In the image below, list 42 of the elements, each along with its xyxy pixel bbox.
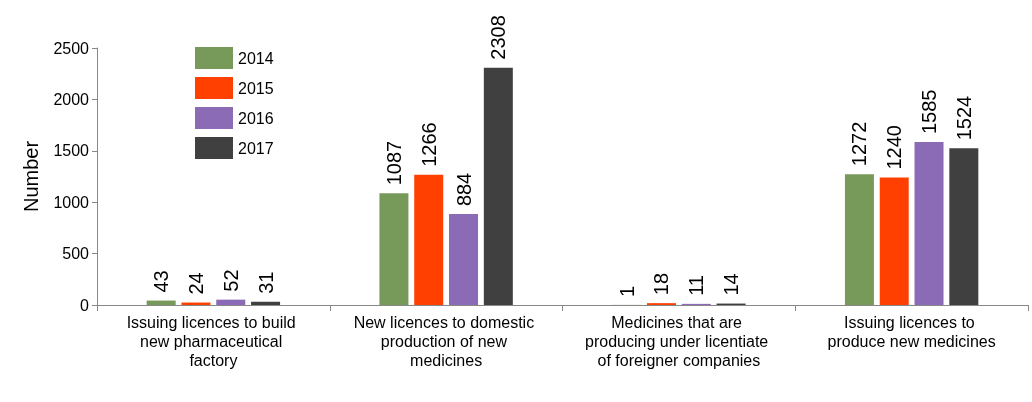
- y-tick-label: 2500: [53, 39, 90, 57]
- y-tick-label: 1000: [53, 193, 90, 211]
- data-label: 1272: [848, 121, 871, 167]
- data-label: 11: [685, 275, 708, 296]
- data-label: 14: [720, 273, 743, 296]
- y-tick-label: 500: [62, 245, 90, 263]
- bar: [414, 174, 444, 305]
- bar: [216, 299, 246, 305]
- x-tick-label: Issuing licences to produce new medicines: [827, 314, 996, 350]
- data-label: 1: [615, 285, 638, 297]
- data-label: 1585: [918, 89, 941, 135]
- x-tick-label: Medicines that are producing under licentiate of foreigner companies: [585, 314, 773, 369]
- legend-label: 2015: [238, 79, 274, 97]
- y-tick-label: 2000: [53, 90, 90, 108]
- x-tick-label: New licences to domestic production of new medicines: [353, 314, 539, 369]
- data-label: 52: [219, 269, 242, 292]
- bar: [449, 214, 479, 305]
- data-label: 31: [254, 271, 277, 294]
- data-label: 43: [150, 270, 173, 293]
- legend-label: 2014: [238, 49, 274, 67]
- bar: [914, 142, 944, 305]
- y-axis-title: Number: [20, 140, 42, 213]
- bar: [146, 300, 176, 305]
- bar: [879, 177, 909, 305]
- data-label: 1240: [883, 125, 906, 170]
- data-label: 884: [452, 172, 475, 207]
- bar: [949, 148, 979, 305]
- bar: [379, 193, 409, 305]
- data-label: 1266: [417, 122, 440, 167]
- data-label: 1087: [382, 140, 405, 186]
- data-label: 1524: [952, 95, 975, 141]
- bar: [844, 174, 874, 305]
- x-tick-label: Issuing licences to build new pharmaceutical factory: [126, 314, 301, 369]
- legend-label: 2016: [238, 109, 274, 127]
- legend-label: 2017: [238, 139, 274, 157]
- bar: [483, 67, 513, 305]
- data-label: 18: [650, 272, 673, 296]
- data-label: 2308: [487, 15, 510, 60]
- y-tick-label: 1500: [53, 142, 90, 160]
- y-tick-label: 0: [80, 296, 90, 314]
- data-label: 24: [184, 272, 207, 295]
- bar: [251, 301, 281, 305]
